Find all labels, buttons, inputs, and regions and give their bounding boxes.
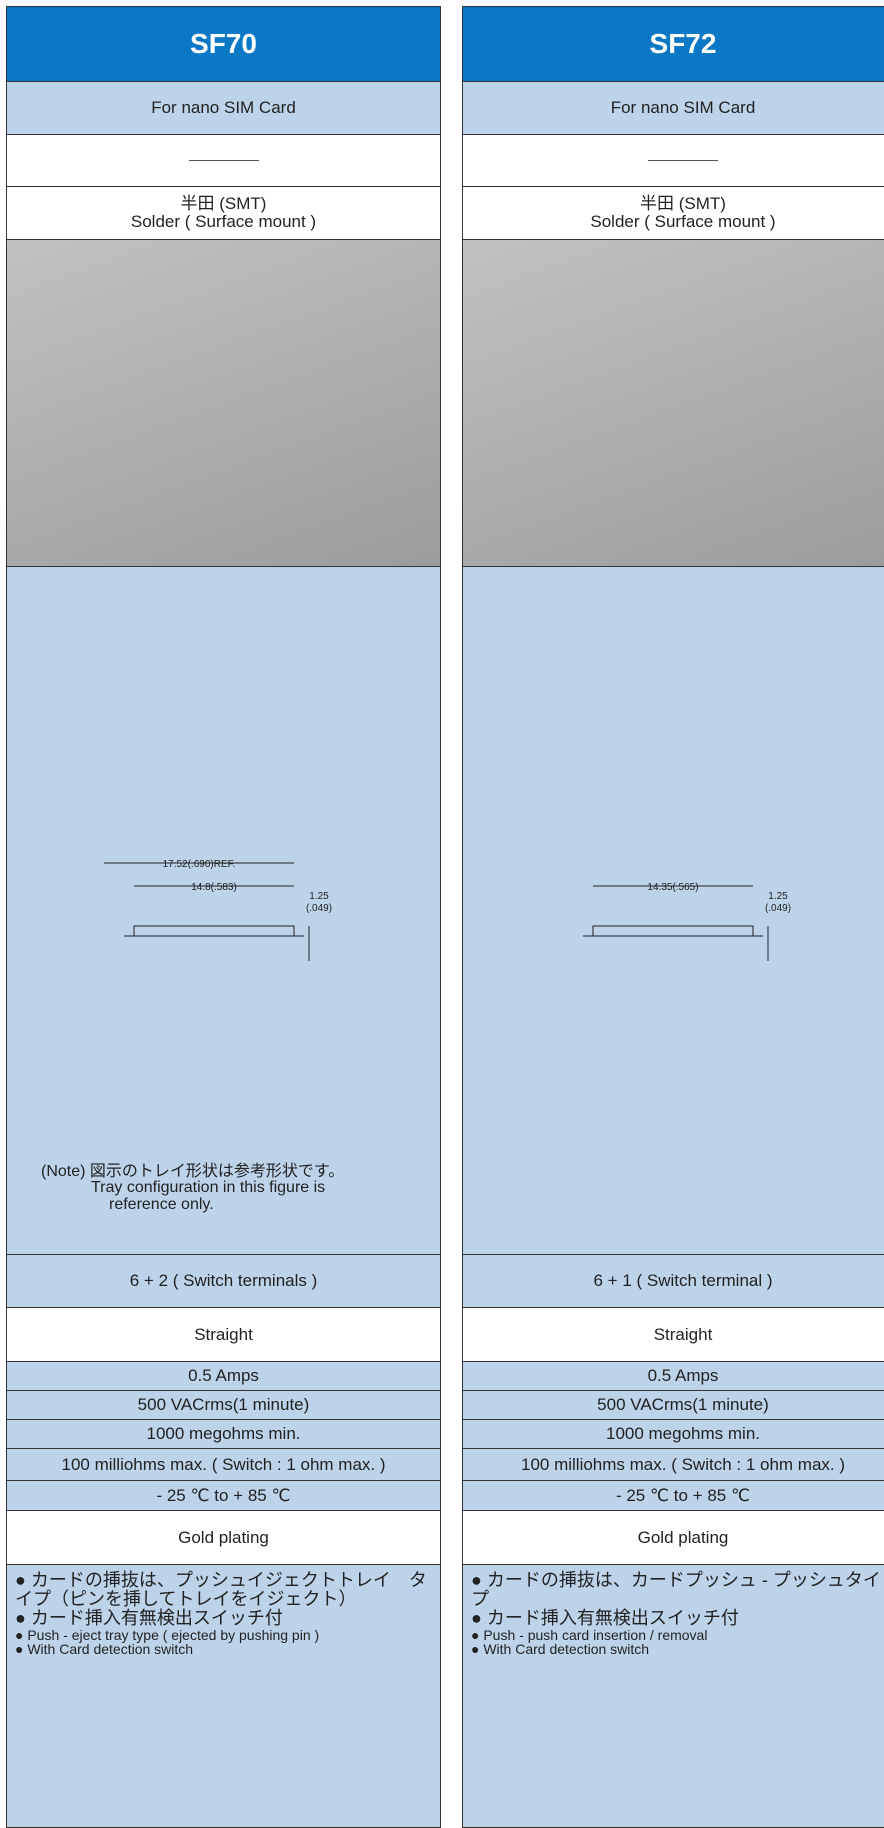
feature: ● カードの挿抜は、プッシュイジェクトトレイ タイプ（ピンを挿してトレイをイジェ… <box>15 1570 427 1609</box>
model-name: SF72 <box>649 28 717 60</box>
column: SF70 For nano SIM Card 半田 (SMT) Solder ( Su… <box>6 6 441 1828</box>
features-row: ● カードの挿抜は、プッシュイジェクトトレイ タイプ（ピンを挿してトレイをイジェ… <box>7 1565 440 1828</box>
type: Straight <box>653 1324 713 1344</box>
type: Straight <box>194 1324 253 1344</box>
drawing-line <box>133 925 294 936</box>
terminal-row: 6 + 1 ( Switch terminal ) <box>463 1255 884 1308</box>
type-row: Straight <box>463 1308 884 1362</box>
card-row: For nano SIM Card <box>7 82 440 135</box>
temperature-row: - 25 ℃ to + 85 ℃ <box>463 1481 884 1511</box>
insulation-row: 1000 megohms min. <box>463 1420 884 1449</box>
plating-row: Gold plating <box>7 1511 440 1565</box>
feature: ● Push - eject tray type ( ejected by pu… <box>15 1626 320 1643</box>
header: SF70 <box>7 6 440 82</box>
voltage-row: 500 VACrms(1 minute) <box>7 1391 440 1420</box>
mount-row: 半田 (SMT) Solder ( Surface mount ) <box>7 187 440 240</box>
dimension-label: (.049) <box>305 903 331 914</box>
dimension-label: 1.25 <box>768 891 788 902</box>
terminals: 6 + 2 ( Switch terminals ) <box>129 1271 318 1291</box>
current: 0.5 Amps <box>188 1366 259 1386</box>
dash-row <box>7 135 440 187</box>
column: SF72 For nano SIM Card 半田 (SMT) Solder ( Su… <box>462 6 884 1828</box>
type-row: Straight <box>7 1308 440 1362</box>
card-type: For nano SIM Card <box>151 98 296 118</box>
product-photo <box>7 240 440 567</box>
card-type: For nano SIM Card <box>610 98 756 118</box>
dimension-label: 14.8(.583) <box>191 882 237 893</box>
note: (Note) 図示のトレイ形状は参考形状です。 Tray configuratio… <box>41 1162 345 1214</box>
insulation-row: 1000 megohms min. <box>7 1420 440 1449</box>
drawing-line <box>592 925 754 936</box>
plating-row: Gold plating <box>463 1511 884 1565</box>
dash <box>188 160 259 161</box>
contact: 100 milliohms max. ( Switch : 1 ohm max.… <box>61 1454 386 1474</box>
card-row: For nano SIM Card <box>463 82 884 135</box>
dimension-label: 1.25 <box>309 891 329 902</box>
product-photo <box>463 240 884 567</box>
mount-row: 半田 (SMT) Solder ( Surface mount ) <box>463 187 884 240</box>
terminals: 6 + 1 ( Switch terminal ) <box>593 1271 773 1291</box>
drawing: 17.52(.690)REF. 14.8(.583) 1.25(.049) <box>103 859 332 961</box>
voltage: 500 VACrms(1 minute) <box>597 1395 769 1415</box>
voltage-row: 500 VACrms(1 minute) <box>463 1391 884 1420</box>
contact: 100 milliohms max. ( Switch : 1 ohm max.… <box>520 1454 846 1474</box>
feature: ● カード挿入有無検出スイッチ付 <box>471 1607 739 1628</box>
feature: ● Push - push card insertion / removal <box>471 1626 708 1643</box>
contact-row: 100 milliohms max. ( Switch : 1 ohm max.… <box>7 1449 440 1481</box>
dimension-label: 17.52(.690)REF. <box>162 859 235 870</box>
drawing-row: 17.52(.690)REF. 14.8(.583) 1.25 (.049) (Note… <box>7 567 440 1255</box>
temperature-row: - 25 ℃ to + 85 ℃ <box>7 1481 440 1511</box>
note-line: Tray configuration in this figure is <box>91 1179 326 1197</box>
plating: Gold plating <box>637 1527 729 1547</box>
drawing: 14.35(.565) 1.25(.049) <box>583 882 791 961</box>
voltage: 500 VACrms(1 minute) <box>137 1395 310 1415</box>
temperature: - 25 ℃ to + 85 ℃ <box>615 1485 751 1505</box>
dimension-label: 14.35(.565) <box>647 882 698 893</box>
contact-row: 100 milliohms max. ( Switch : 1 ohm max.… <box>463 1449 884 1481</box>
current: 0.5 Amps <box>647 1366 719 1386</box>
header: SF72 <box>463 6 884 82</box>
terminal-row: 6 + 2 ( Switch terminals ) <box>7 1255 440 1308</box>
model-name: SF70 <box>190 28 257 60</box>
dimension-label: (.049) <box>765 903 791 914</box>
insulation: 1000 megohms min. <box>146 1424 301 1444</box>
insulation: 1000 megohms min. <box>605 1424 761 1444</box>
mount-ja: 半田 (SMT) <box>180 194 267 214</box>
current-row: 0.5 Amps <box>463 1362 884 1391</box>
note-line: reference only. <box>109 1196 214 1214</box>
plating: Gold plating <box>178 1527 269 1547</box>
dash <box>648 160 718 161</box>
note-line: (Note) 図示のトレイ形状は参考形状です。 <box>41 1162 345 1180</box>
current-row: 0.5 Amps <box>7 1362 440 1391</box>
mount-en: Solder ( Surface mount ) <box>130 212 317 231</box>
temperature: - 25 ℃ to + 85 ℃ <box>156 1485 291 1505</box>
mount-en: Solder ( Surface mount ) <box>590 212 776 231</box>
drawing-row: 14.35(.565) 1.25 (.049) <box>463 567 884 1255</box>
features-row: ● カードの挿抜は、カードプッシュ - プッシュタイプ ● カード挿入有無検出スイ… <box>463 1565 884 1828</box>
feature: ● カード挿入有無検出スイッチ付 <box>15 1607 283 1628</box>
feature: ● With Card detection switch <box>471 1641 650 1658</box>
feature: ● カードの挿抜は、カードプッシュ - プッシュタイプ <box>471 1570 881 1609</box>
dash-row <box>463 135 884 187</box>
feature: ● With Card detection switch <box>15 1641 194 1658</box>
mount-ja: 半田 (SMT) <box>640 194 726 214</box>
